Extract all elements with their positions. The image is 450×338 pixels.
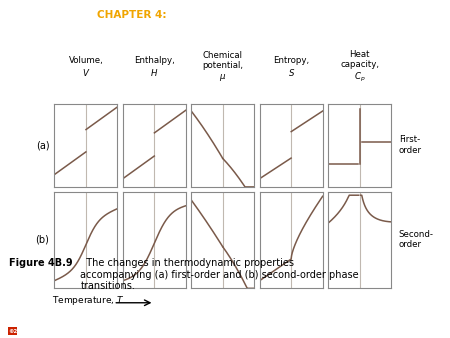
Text: FIGURE 4B.9: FIGURE 4B.9 [171,10,244,20]
Text: Second-
order: Second- order [399,230,434,249]
Text: Chemical
potential,
$\mu$: Chemical potential, $\mu$ [202,51,243,83]
Text: CHAPTER 4:: CHAPTER 4: [97,10,166,20]
Text: W. H. FREEMAN AND COMPANY: W. H. FREEMAN AND COMPANY [32,329,128,334]
Text: Volume,
$V$: Volume, $V$ [68,56,104,78]
Text: (a): (a) [36,140,50,150]
Text: Enthalpy,
$H$: Enthalpy, $H$ [134,56,175,78]
Text: PHYSICAL CHEMISTRY: THERMODYNAMICS, STRUCTURE, AND CHANGE 10E | PETER ATKINS | J: PHYSICAL CHEMISTRY: THERMODYNAMICS, STRU… [9,316,342,321]
Text: Entropy,
$S$: Entropy, $S$ [273,56,309,78]
Text: The changes in thermodynamic properties
accompanying (a) first-order and (b) sec: The changes in thermodynamic properties … [80,258,359,291]
Text: Heat
capacity,
$C_p$: Heat capacity, $C_p$ [340,50,379,84]
Text: Figure 4B.9: Figure 4B.9 [9,258,72,268]
Text: ©2014: ©2014 [8,329,29,334]
Text: (b): (b) [36,235,50,245]
Text: Temperature, $T$: Temperature, $T$ [52,294,124,307]
Text: First-
order: First- order [399,135,422,155]
Bar [8,327,17,335]
Bar [18,327,27,335]
